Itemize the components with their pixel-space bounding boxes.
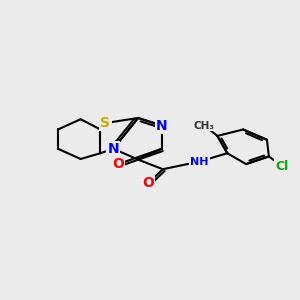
Text: N: N: [107, 142, 119, 156]
Text: O: O: [112, 157, 124, 171]
Text: CH₃: CH₃: [194, 121, 215, 130]
Text: O: O: [142, 176, 154, 190]
Text: NH: NH: [190, 157, 209, 166]
Text: S: S: [100, 116, 110, 130]
Text: Cl: Cl: [275, 160, 288, 172]
Text: N: N: [156, 118, 168, 133]
